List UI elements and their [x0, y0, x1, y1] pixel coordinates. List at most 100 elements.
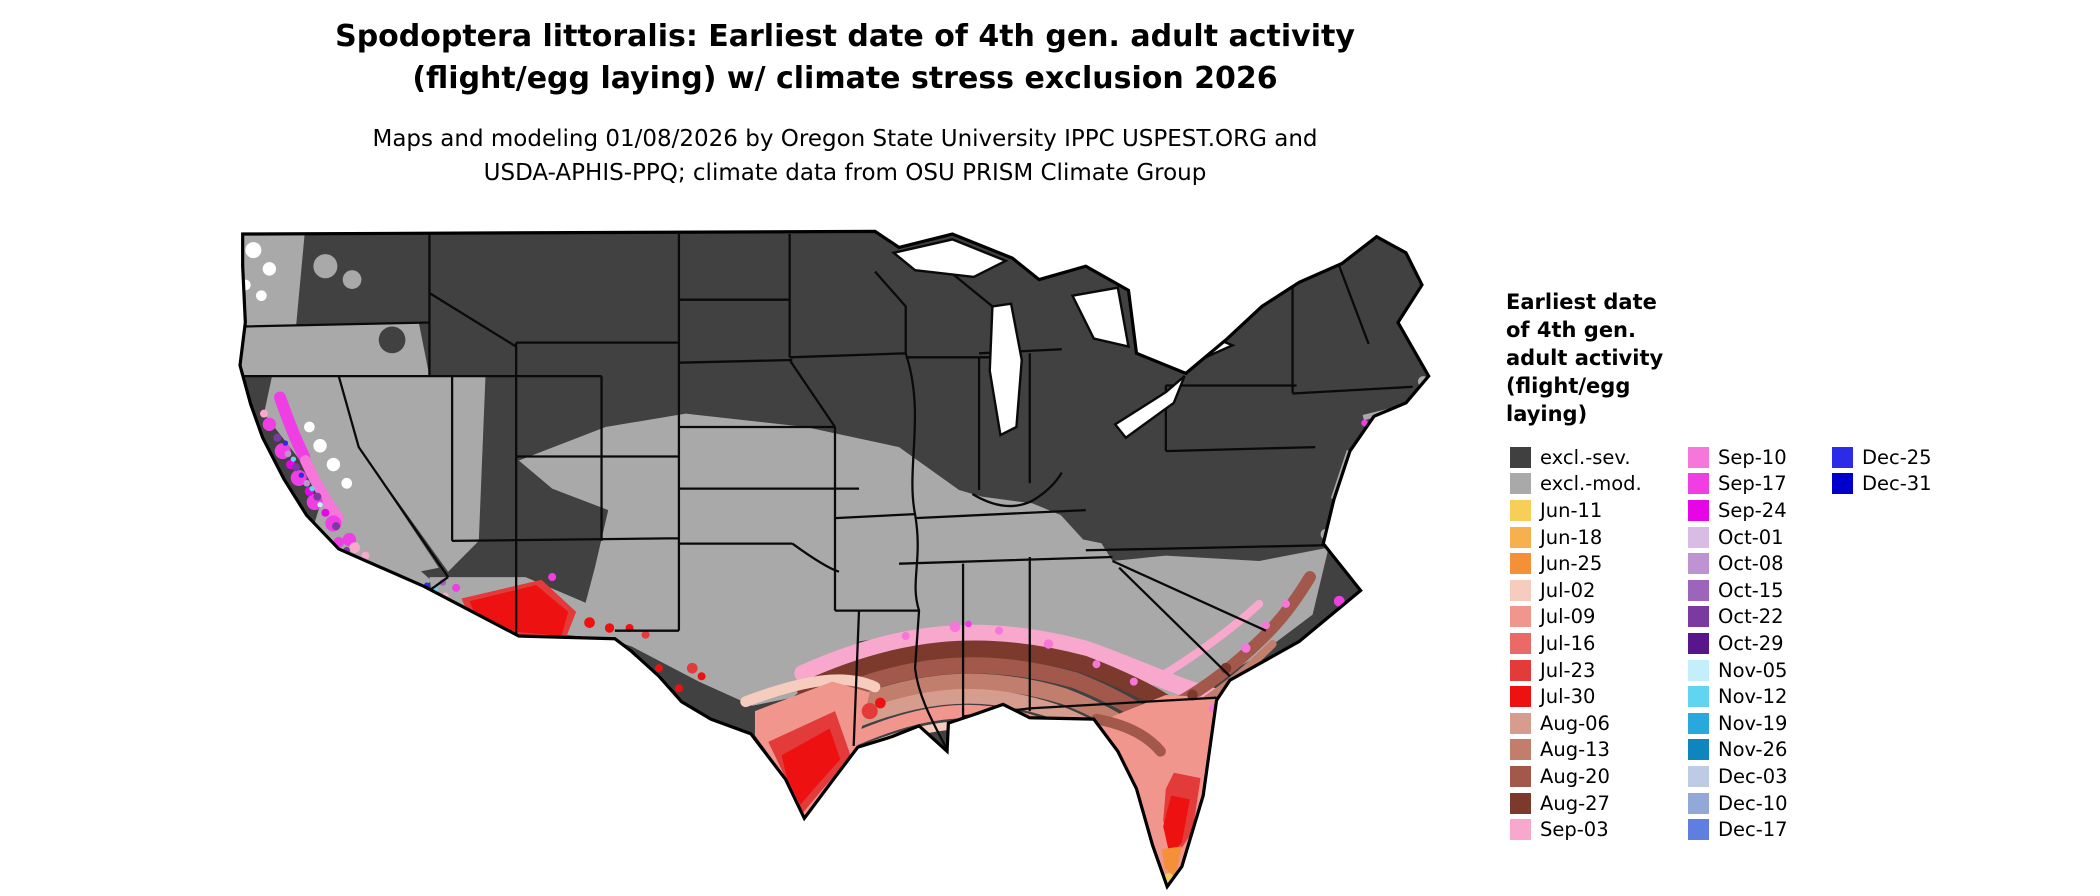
legend-title-line: (flight/egg	[1506, 374, 1631, 398]
legend-swatch	[1688, 526, 1709, 548]
legend-label: Jun-11	[1540, 498, 1603, 522]
legend-item: Dec-25	[1832, 444, 1932, 471]
legend-item: Nov-19	[1688, 710, 1788, 737]
legend-label: excl.-mod.	[1540, 472, 1642, 496]
legend-swatch	[1510, 606, 1531, 628]
legend-label: Jul-30	[1540, 685, 1596, 709]
map-region-california	[260, 391, 370, 560]
legend-swatch	[1688, 686, 1709, 708]
great-lakes	[891, 238, 1236, 440]
legend-item: Dec-03	[1688, 763, 1788, 790]
legend-swatch	[1832, 446, 1853, 468]
legend-item: Jul-02	[1510, 577, 1642, 604]
us-choropleth-map	[238, 229, 1431, 891]
legend-item: Aug-06	[1510, 710, 1642, 737]
legend-swatch	[1688, 579, 1709, 601]
legend-swatch	[1688, 819, 1709, 841]
legend-swatch	[1510, 473, 1531, 495]
legend-label: Aug-06	[1540, 711, 1610, 735]
legend-label: Dec-17	[1718, 818, 1788, 842]
legend-title-line: Earliest date	[1506, 290, 1657, 314]
legend-swatch	[1510, 632, 1531, 654]
legend-label: Dec-25	[1862, 445, 1932, 469]
legend-item: Nov-26	[1688, 737, 1788, 764]
map-title: Spodoptera littoralis: Earliest date of …	[0, 16, 1690, 100]
legend-item: Jul-23	[1510, 657, 1642, 684]
legend-label: Jun-18	[1540, 525, 1603, 549]
legend-swatch	[1510, 499, 1531, 521]
legend-item: Dec-10	[1688, 790, 1788, 817]
legend-swatch	[1510, 659, 1531, 681]
legend-label: Sep-17	[1718, 472, 1787, 496]
legend-title-line: laying)	[1506, 402, 1588, 426]
legend-swatch	[1832, 473, 1853, 495]
legend-item: Nov-05	[1688, 657, 1788, 684]
legend-item: Nov-12	[1688, 683, 1788, 710]
legend-label: Dec-31	[1862, 472, 1932, 496]
legend-swatch	[1510, 579, 1531, 601]
legend-label: Oct-29	[1718, 631, 1784, 655]
legend-label: Aug-13	[1540, 738, 1610, 762]
legend-item: excl.-sev.	[1510, 444, 1642, 471]
legend-title: Earliest date of 4th gen. adult activity…	[1506, 288, 1736, 428]
legend-title-line: of 4th gen.	[1506, 318, 1636, 342]
legend-swatch	[1688, 446, 1709, 468]
legend-swatch	[1510, 712, 1531, 734]
legend-swatch	[1688, 473, 1709, 495]
legend-label: Oct-01	[1718, 525, 1784, 549]
legend-swatch	[1688, 499, 1709, 521]
legend-column-1: excl.-sev. excl.-mod. Jun-11 Jun-18 Jun-25 Ju…	[1510, 444, 1642, 843]
legend-column-3: Dec-25 Dec-31	[1832, 444, 1932, 497]
map-subtitle: Maps and modeling 01/08/2026 by Oregon S…	[0, 122, 1690, 190]
legend-swatch	[1688, 792, 1709, 814]
legend-item: Dec-17	[1688, 816, 1788, 843]
map-region-coastal-speckles	[901, 419, 1368, 701]
map-region-florida	[1091, 695, 1217, 887]
legend-label: Sep-03	[1540, 818, 1609, 842]
legend-item: Sep-10	[1688, 444, 1788, 471]
map-title-line1: Spodoptera littoralis: Earliest date of …	[335, 19, 1355, 54]
legend-swatch	[1510, 819, 1531, 841]
legend-swatch	[1688, 765, 1709, 787]
legend-item: Aug-20	[1510, 763, 1642, 790]
legend-item: Oct-01	[1688, 524, 1788, 551]
map-title-line2: (flight/egg laying) w/ climate stress ex…	[412, 61, 1278, 96]
legend-swatch	[1688, 606, 1709, 628]
legend-label: Dec-03	[1718, 764, 1788, 788]
legend-swatch	[1510, 553, 1531, 575]
legend-swatch	[1688, 553, 1709, 575]
map-subtitle-line1: Maps and modeling 01/08/2026 by Oregon S…	[372, 126, 1318, 152]
legend-swatch	[1688, 739, 1709, 761]
legend-label: Aug-27	[1540, 791, 1610, 815]
legend-label: Dec-10	[1718, 791, 1788, 815]
legend-label: Jul-23	[1540, 658, 1596, 682]
legend-swatch	[1688, 659, 1709, 681]
legend-swatch	[1510, 792, 1531, 814]
legend-label: Jul-02	[1540, 578, 1596, 602]
legend-label: Oct-22	[1718, 605, 1784, 629]
legend-label: Jul-16	[1540, 631, 1596, 655]
legend-label: Sep-10	[1718, 445, 1787, 469]
legend-item: Oct-22	[1688, 604, 1788, 631]
legend-label: Aug-20	[1540, 764, 1610, 788]
legend-swatch	[1510, 765, 1531, 787]
legend-item: Jun-25	[1510, 550, 1642, 577]
legend-label: Sep-24	[1718, 498, 1787, 522]
legend-item: Jul-16	[1510, 630, 1642, 657]
legend-item: Jun-11	[1510, 497, 1642, 524]
legend-item: Aug-27	[1510, 790, 1642, 817]
map-subtitle-line2: USDA-APHIS-PPQ; climate data from OSU PR…	[483, 160, 1207, 186]
legend-item: Aug-13	[1510, 737, 1642, 764]
legend-item: Oct-08	[1688, 550, 1788, 577]
legend-swatch	[1510, 739, 1531, 761]
legend-label: Nov-05	[1718, 658, 1788, 682]
legend-item: excl.-mod.	[1510, 471, 1642, 498]
legend-label: Oct-15	[1718, 578, 1784, 602]
legend-item: Sep-24	[1688, 497, 1788, 524]
legend-item: Jul-30	[1510, 683, 1642, 710]
legend-label: Nov-19	[1718, 711, 1788, 735]
legend-label: Jun-25	[1540, 552, 1603, 576]
legend-item: Jun-18	[1510, 524, 1642, 551]
us-outline	[238, 229, 1431, 891]
legend-item: Oct-29	[1688, 630, 1788, 657]
